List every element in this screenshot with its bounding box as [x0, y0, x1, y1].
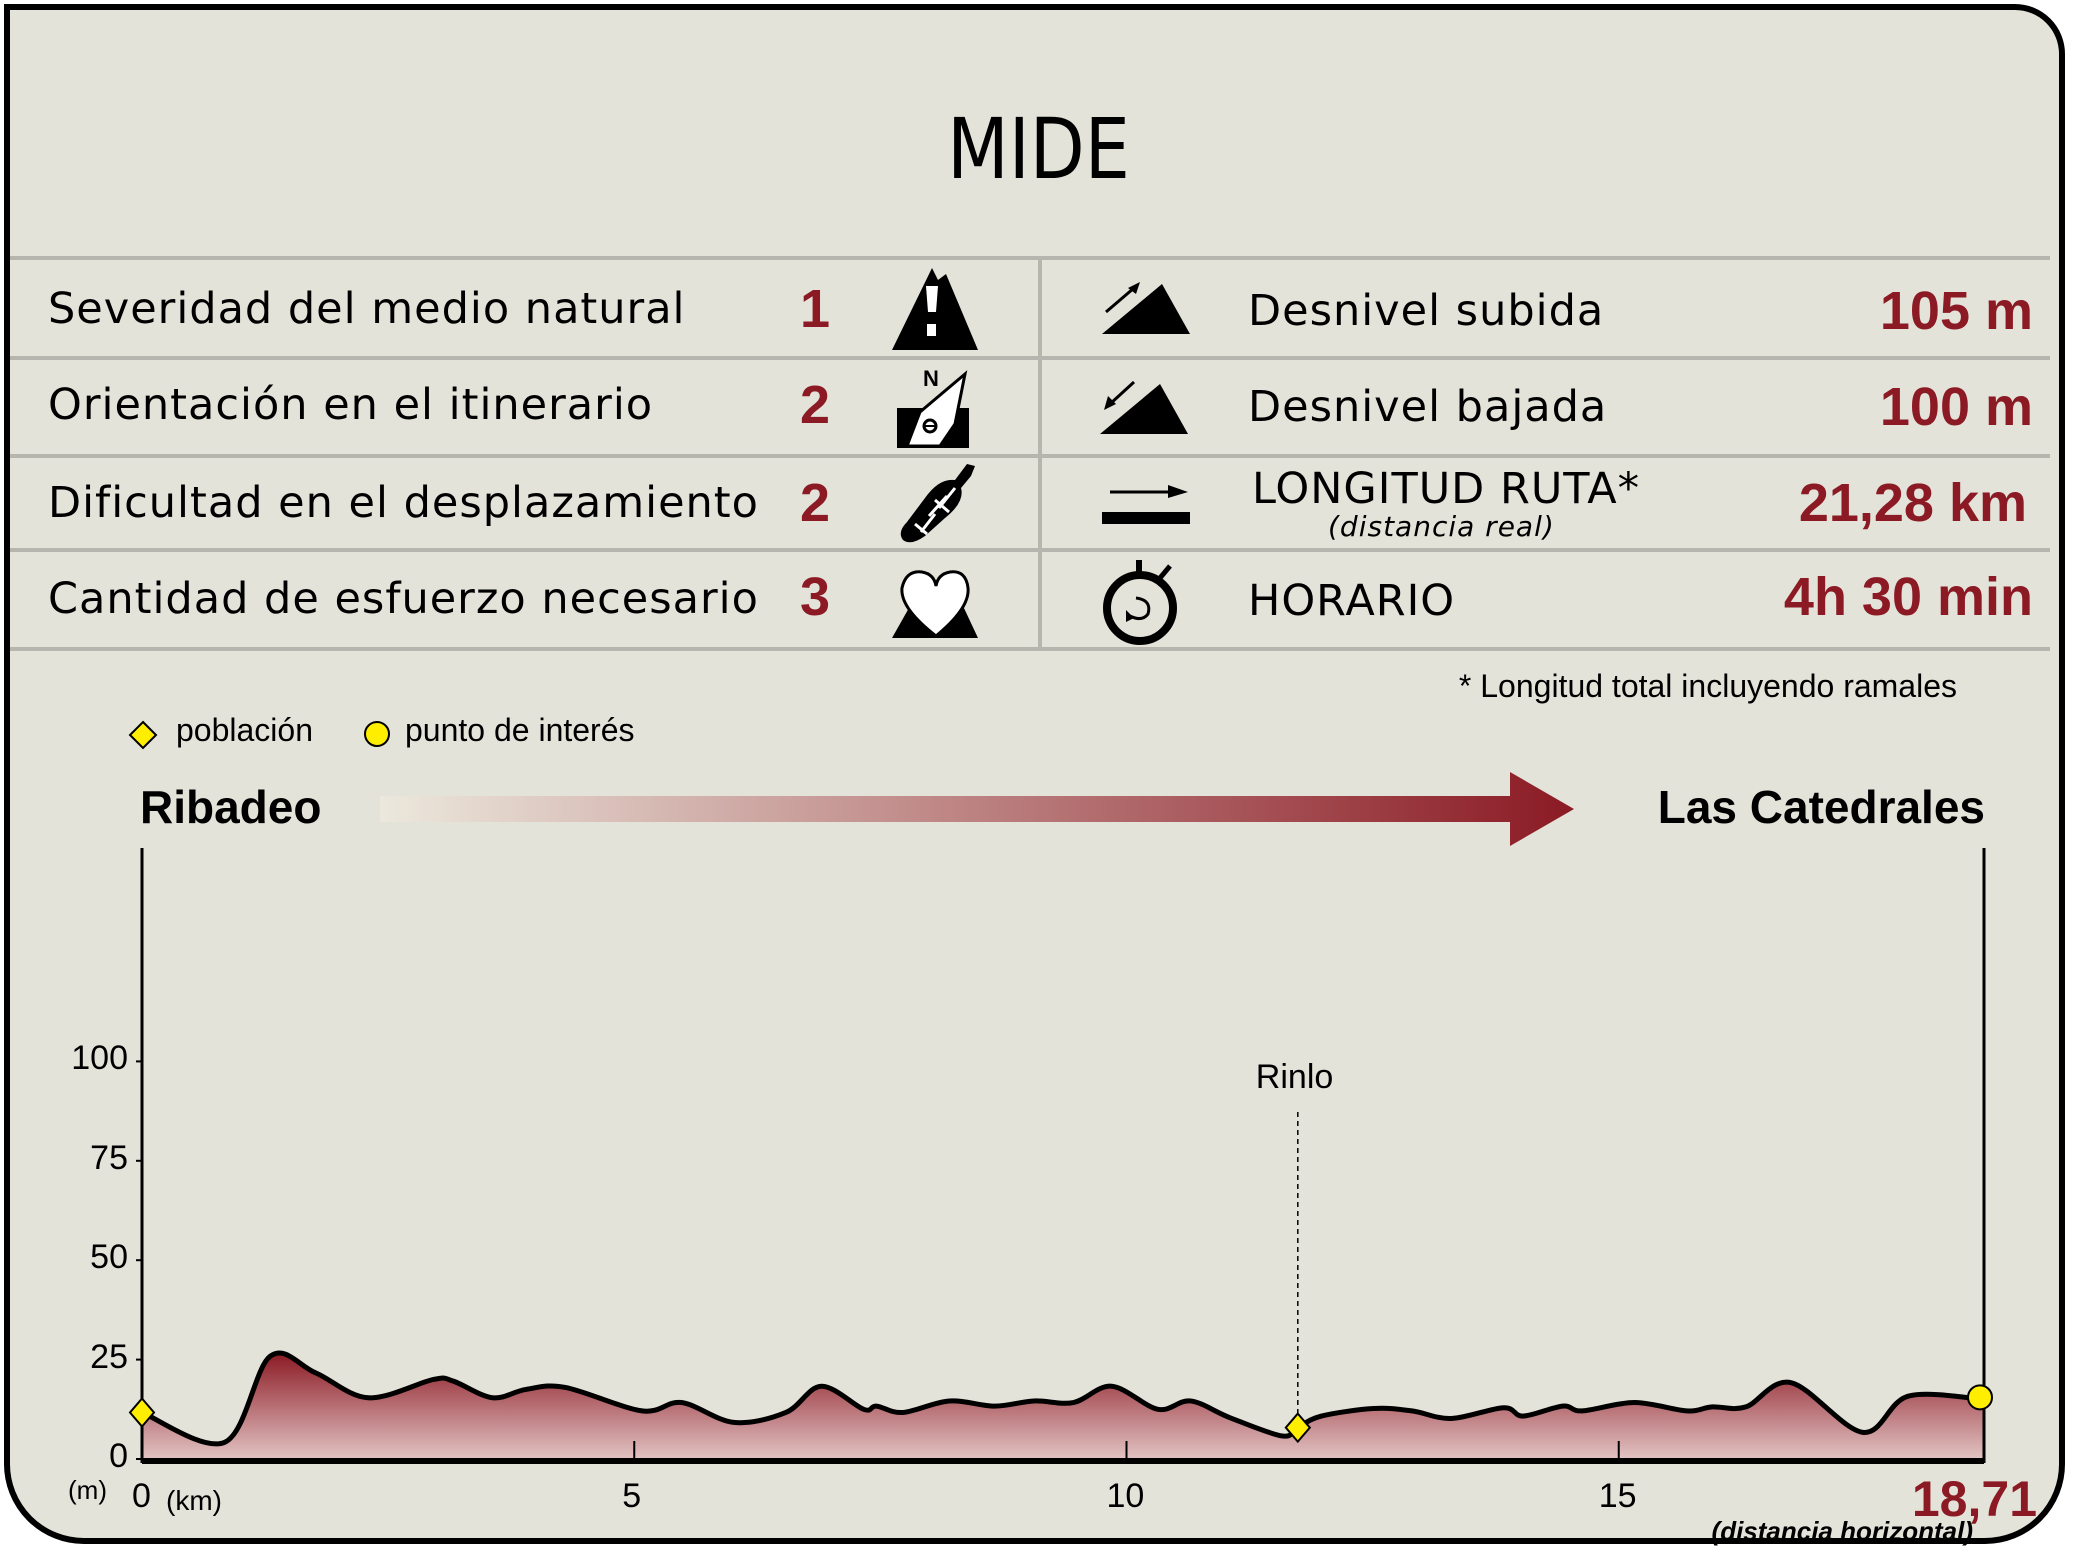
start-town: Ribadeo	[140, 781, 322, 833]
stat-sublabel: (distancia real)	[1328, 510, 1555, 543]
mide-value: 1	[800, 279, 831, 339]
page-title: MIDE	[947, 100, 1130, 198]
mide-label: Severidad del medio natural	[48, 284, 686, 334]
mide-value: 3	[800, 567, 831, 627]
x-tick-label: 10	[1106, 1477, 1145, 1515]
mide-value: 2	[800, 375, 831, 435]
mide-label: Orientación en el itinerario	[48, 380, 654, 430]
x-end-note: (distancia horizontal)	[1711, 1516, 1973, 1546]
poblacion-marker	[128, 1396, 156, 1429]
x-end-label: 18,71	[1911, 1471, 2037, 1527]
mide-label: Cantidad de esfuerzo necesario	[48, 574, 759, 624]
point-label: Rinlo	[1255, 1058, 1334, 1096]
svg-text:N: N	[923, 366, 939, 391]
elevation-line	[141, 1350, 1985, 1447]
mide-label: Dificultad en el desplazamiento	[48, 478, 759, 528]
divider	[1038, 258, 1042, 649]
punto-interes-marker	[1967, 1384, 1993, 1411]
heart-mountain-icon	[892, 570, 978, 638]
x-tick-label: 0	[132, 1477, 151, 1515]
descent-icon	[1100, 380, 1188, 434]
distance-icon	[1102, 485, 1190, 524]
y-unit: (m)	[68, 1475, 107, 1505]
y-tick-label: 75	[90, 1138, 128, 1177]
y-tick-label: 100	[71, 1039, 128, 1078]
stat-value: 4h 30 min	[1783, 567, 2033, 627]
y-tick-label: 0	[109, 1437, 128, 1475]
y-tick-label: 50	[90, 1238, 128, 1277]
end-town: Las Catedrales	[1657, 781, 1985, 833]
diamond-marker-icon	[128, 720, 158, 750]
stat-value: 100 m	[1879, 377, 2033, 437]
stat-label: Desnivel subida	[1248, 286, 1605, 336]
mide-value: 2	[800, 473, 831, 533]
footprint-icon	[900, 464, 975, 543]
circle-marker-icon	[364, 721, 390, 747]
poblacion-marker	[1284, 1412, 1312, 1444]
mountain-warning-icon	[892, 268, 978, 350]
stat-label: Desnivel bajada	[1248, 382, 1608, 432]
divider	[10, 647, 2050, 651]
ascent-icon	[1102, 282, 1190, 334]
divider	[10, 356, 2050, 360]
stat-label: HORARIO	[1248, 576, 1456, 626]
x-tick-label: 15	[1598, 1477, 1637, 1515]
stopwatch-icon	[1103, 560, 1177, 645]
stat-label: LONGITUD RUTA*	[1252, 464, 1641, 514]
elevation-area	[142, 1352, 1984, 1459]
y-tick-label: 25	[90, 1337, 128, 1376]
divider	[10, 454, 2050, 458]
compass-north-icon: N	[897, 366, 969, 448]
mide-card	[4, 4, 2065, 1544]
legend-label: punto de interés	[405, 712, 635, 748]
divider	[10, 548, 2050, 552]
x-unit: (km)	[166, 1485, 222, 1516]
divider	[10, 256, 2050, 260]
footnote: * Longitud total incluyendo ramales	[1458, 668, 1957, 704]
stat-value: 105 m	[1879, 281, 2033, 341]
legend-label: población	[176, 712, 313, 748]
x-tick-label: 5	[622, 1477, 642, 1515]
stat-value: 21,28 km	[1798, 473, 2027, 533]
direction-arrow	[380, 772, 1574, 846]
